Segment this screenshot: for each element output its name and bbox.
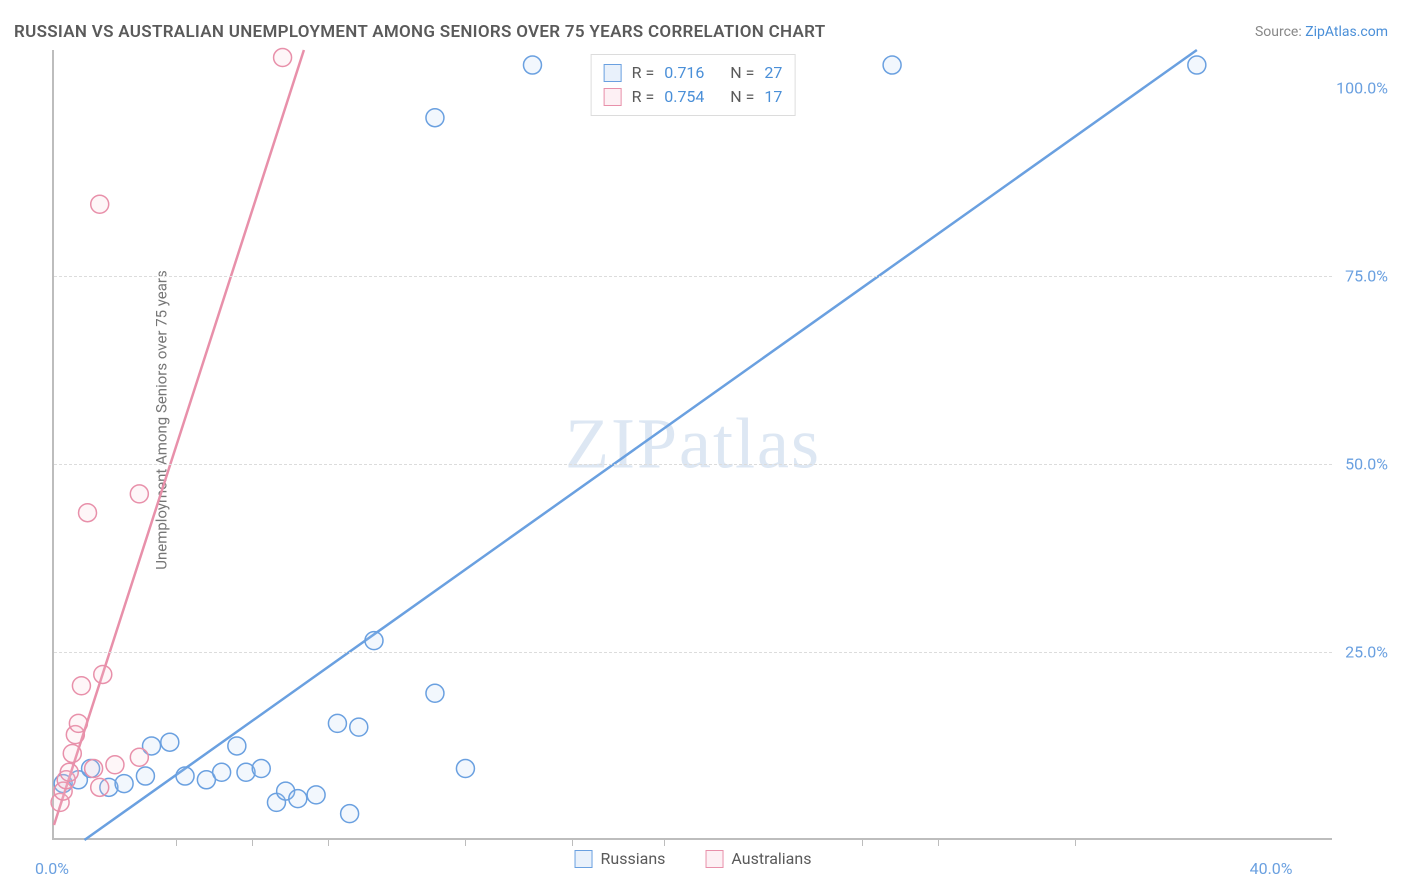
data-point[interactable] — [523, 56, 541, 74]
legend-series-item[interactable]: Russians — [575, 849, 666, 868]
data-point[interactable] — [350, 718, 368, 736]
data-point[interactable] — [1188, 56, 1206, 74]
trendline-russians — [84, 50, 1196, 840]
x-tick — [862, 838, 863, 846]
plot-area: ZIPatlas R =0.716N =27R =0.754N =17 Russ… — [52, 50, 1332, 840]
x-tick — [252, 838, 253, 846]
chart-title: RUSSIAN VS AUSTRALIAN UNEMPLOYMENT AMONG… — [14, 22, 825, 42]
gridline — [54, 464, 1332, 465]
data-point[interactable] — [289, 790, 307, 808]
data-point[interactable] — [63, 744, 81, 762]
data-point[interactable] — [426, 109, 444, 127]
legend-correlation: R = 0.716 N = 27 R = 0.754 N = 17 — [591, 54, 796, 116]
legend-r-value: 0.754 — [664, 85, 720, 109]
data-point[interactable] — [94, 665, 112, 683]
legend-swatch — [705, 850, 723, 868]
legend-series: Russians Australians — [575, 849, 812, 868]
x-tick — [938, 838, 939, 846]
legend-n-value: 27 — [764, 61, 782, 85]
data-point[interactable] — [252, 760, 270, 778]
y-tick-label: 100.0% — [1336, 78, 1388, 97]
data-point[interactable] — [228, 737, 246, 755]
legend-r-value: 0.716 — [664, 61, 720, 85]
legend-r-label: R = — [632, 61, 655, 85]
y-tick-label: 75.0% — [1345, 266, 1388, 285]
data-point[interactable] — [130, 748, 148, 766]
legend-series-label: Australians — [731, 849, 811, 868]
legend-n-label: N = — [730, 85, 754, 109]
data-point[interactable] — [79, 504, 97, 522]
legend-n-label: N = — [730, 61, 754, 85]
legend-r-label: R = — [632, 85, 655, 109]
data-point[interactable] — [213, 763, 231, 781]
gridline — [54, 652, 1332, 653]
correlation-chart: RUSSIAN VS AUSTRALIAN UNEMPLOYMENT AMONG… — [0, 0, 1406, 892]
data-point[interactable] — [91, 195, 109, 213]
data-point[interactable] — [91, 778, 109, 796]
x-tick — [328, 838, 329, 846]
data-point[interactable] — [307, 786, 325, 804]
x-tick — [572, 838, 573, 846]
data-point[interactable] — [85, 760, 103, 778]
trendline-australians — [54, 50, 304, 825]
x-tick — [176, 838, 177, 846]
data-point[interactable] — [136, 767, 154, 785]
x-tick-label: 40.0% — [1250, 859, 1293, 878]
data-point[interactable] — [130, 485, 148, 503]
legend-n-value: 17 — [764, 85, 782, 109]
data-point[interactable] — [328, 714, 346, 732]
source-attribution: Source: ZipAtlas.com — [1255, 24, 1388, 40]
legend-swatch — [604, 88, 622, 106]
data-point[interactable] — [426, 684, 444, 702]
data-point[interactable] — [176, 767, 194, 785]
data-point[interactable] — [365, 632, 383, 650]
data-point[interactable] — [69, 714, 87, 732]
data-point[interactable] — [60, 763, 78, 781]
x-tick — [664, 838, 665, 846]
gridline — [54, 276, 1332, 277]
legend-swatch — [604, 64, 622, 82]
legend-swatch — [575, 850, 593, 868]
data-point[interactable] — [341, 805, 359, 823]
data-point[interactable] — [883, 56, 901, 74]
y-tick-label: 50.0% — [1345, 454, 1388, 473]
x-tick — [1075, 838, 1076, 846]
data-point[interactable] — [72, 677, 90, 695]
y-tick-label: 25.0% — [1345, 642, 1388, 661]
source-link[interactable]: ZipAtlas.com — [1305, 24, 1388, 40]
x-tick — [465, 838, 466, 846]
data-point[interactable] — [274, 49, 292, 67]
x-tick-label: 0.0% — [35, 859, 69, 878]
legend-row: R = 0.716 N = 27 — [604, 61, 783, 85]
data-point[interactable] — [161, 733, 179, 751]
data-point[interactable] — [106, 756, 124, 774]
legend-series-item[interactable]: Australians — [705, 849, 811, 868]
source-label: Source: — [1255, 24, 1302, 40]
data-point[interactable] — [456, 760, 474, 778]
data-point[interactable] — [115, 775, 133, 793]
plot-svg — [54, 50, 1332, 838]
legend-series-label: Russians — [601, 849, 666, 868]
legend-row: R = 0.754 N = 17 — [604, 85, 783, 109]
